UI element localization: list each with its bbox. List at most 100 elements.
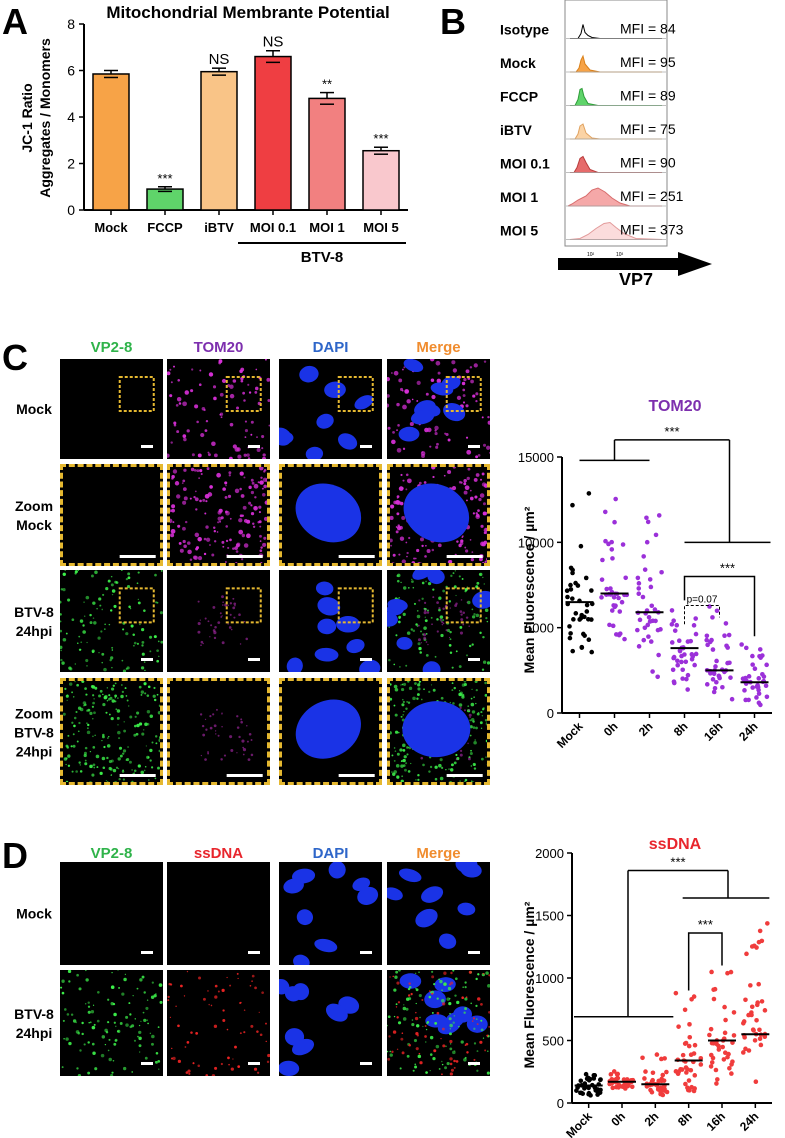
ssdna-dot [265, 1022, 267, 1025]
virus-dot [458, 690, 461, 692]
mito-dot [443, 474, 446, 477]
ssdna-dot [175, 1005, 177, 1008]
ssdna-dot [234, 1045, 237, 1049]
mito-dot [228, 626, 232, 629]
micrograph-c-r0-vp2-8-image [118, 376, 155, 448]
mito-dot [221, 641, 225, 645]
micrograph-d-r1-vp2-8-image [60, 970, 163, 1076]
virus-dot [458, 665, 462, 668]
virus-dot [62, 588, 66, 592]
btv8-group-label: BTV-8 [301, 249, 344, 266]
mito-dot [256, 436, 258, 439]
mito-dot [469, 716, 471, 719]
mito-dot [176, 494, 181, 499]
data-point [687, 1034, 693, 1040]
data-point [708, 1064, 714, 1069]
mito-dot [390, 544, 393, 547]
virus-dot [449, 1028, 452, 1030]
mito-dot [209, 544, 211, 546]
mito-dot [198, 383, 202, 387]
data-point [740, 1050, 746, 1055]
mito-dot [225, 510, 228, 514]
ssdna-dot [210, 1004, 213, 1007]
panel-label-a: A [2, 1, 28, 42]
virus-dot [450, 1043, 452, 1045]
mito-dot [421, 454, 425, 458]
micrograph-c-r1-dapi-image [295, 483, 375, 558]
data-point [672, 628, 678, 633]
mito-dot [420, 642, 423, 644]
data-point [711, 996, 717, 1002]
virus-dot [86, 727, 89, 730]
data-point [675, 658, 680, 664]
virus-dot [434, 777, 438, 781]
data-point [636, 591, 642, 596]
virus-dot [65, 781, 68, 782]
virus-dot [454, 570, 457, 572]
mito-dot [171, 508, 175, 513]
mito-dot [402, 368, 404, 371]
data-point [692, 1073, 698, 1078]
virus-dot [484, 693, 487, 697]
virus-dot [399, 1067, 402, 1070]
virus-dot [416, 693, 420, 696]
mito-dot [217, 734, 220, 737]
data-point [615, 1075, 621, 1081]
data-point [645, 622, 651, 628]
panel-d-chart: ssDNA Mean Fluorescence / µm² 0500100015… [521, 836, 772, 1138]
virus-dot [393, 684, 398, 689]
virus-dot [89, 1021, 92, 1024]
mito-dot [444, 432, 447, 435]
chart-a-ylabel-line2: Aggregates / Monomers [37, 38, 53, 198]
micrograph-d-r1-dapi-image [279, 979, 372, 1076]
mito-dot [194, 404, 199, 409]
virus-dot [439, 615, 444, 619]
virus-dot [395, 764, 400, 768]
mito-dot [406, 551, 409, 555]
virus-dot [115, 581, 118, 583]
virus-dot [439, 758, 443, 762]
mito-dot [472, 512, 476, 515]
virus-dot [407, 701, 411, 704]
data-point [616, 1085, 621, 1090]
data-point [714, 658, 719, 664]
data-point [710, 647, 716, 652]
virus-dot [147, 756, 150, 759]
ssdna-dot [261, 991, 264, 995]
mito-dot [263, 470, 266, 473]
mito-dot [178, 402, 182, 405]
ssdna-dot [167, 995, 170, 999]
data-point [646, 614, 652, 620]
virus-dot [67, 598, 71, 602]
mito-dot [387, 403, 390, 408]
virus-dot [452, 970, 455, 972]
virus-dot [439, 979, 443, 984]
ssdna-dot [237, 977, 239, 980]
mito-dot [465, 616, 469, 619]
mito-dot [390, 504, 395, 509]
scale-bar [248, 951, 260, 954]
virus-dot [406, 753, 409, 756]
virus-dot [140, 770, 145, 775]
mito-dot [233, 616, 236, 619]
data-point [644, 539, 650, 545]
data-point [722, 1004, 727, 1010]
scale-bar [360, 658, 372, 661]
virus-dot [92, 1051, 96, 1055]
mito-dot [173, 365, 175, 368]
mito-dot [176, 396, 182, 402]
ssdna-dot [186, 1041, 190, 1044]
virus-dot [106, 687, 108, 689]
data-point [685, 672, 691, 678]
panel-d-column-vp2-8: VP2-8 [91, 845, 133, 862]
virus-dot [402, 764, 406, 767]
virus-dot [151, 1034, 155, 1039]
virus-dot [471, 688, 473, 691]
virus-dot [124, 687, 127, 690]
mito-dot [260, 546, 263, 549]
micrograph-c-r0-tom20 [167, 359, 270, 459]
micrograph-c-r0-dapi-image [279, 365, 374, 459]
virus-dot [442, 589, 446, 593]
